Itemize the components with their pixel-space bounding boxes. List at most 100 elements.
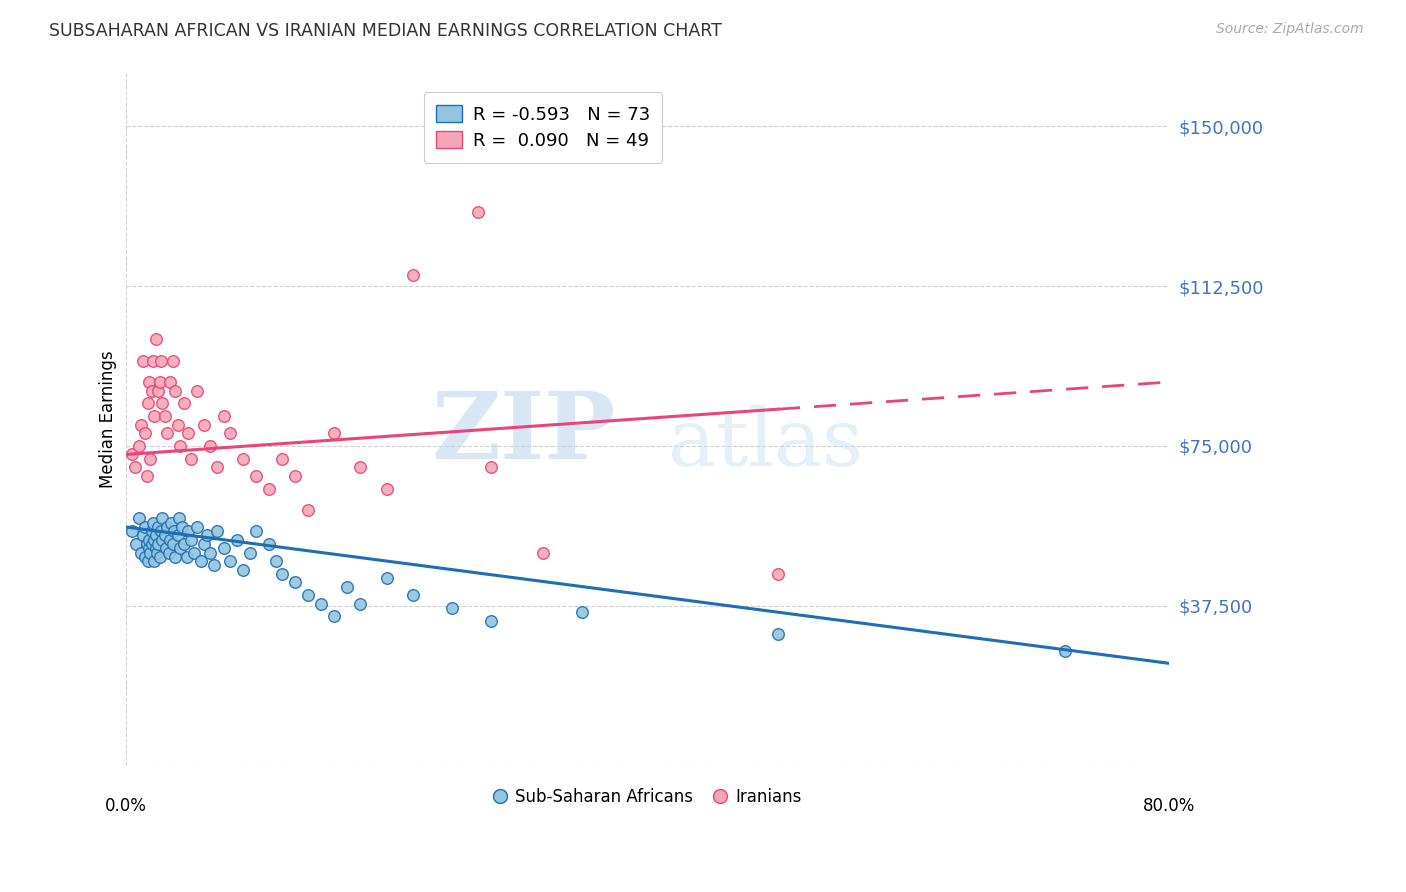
Point [167,511,190,525]
Point [150,511,173,525]
Text: Source: ZipAtlas.com: Source: ZipAtlas.com [1216,22,1364,37]
Point [193,537,215,551]
Point [1053,643,1076,657]
Point [202,558,225,573]
Point [165,384,187,398]
Point [139,545,162,559]
Point [139,451,162,466]
Point [225,533,247,547]
Point [153,409,176,424]
Point [531,545,554,559]
Text: 80.0%: 80.0% [1143,797,1195,814]
Point [219,426,242,441]
Point [145,541,167,556]
Point [143,554,166,568]
Point [125,537,148,551]
Point [245,524,267,539]
Point [440,601,463,615]
Point [165,549,187,564]
Point [169,439,191,453]
Point [271,566,294,581]
Point [135,468,157,483]
Point [163,524,186,539]
Point [766,626,789,640]
Point [148,384,170,398]
Point [170,520,193,534]
Point [150,533,173,547]
Point [467,204,489,219]
Point [155,541,177,556]
Point [135,537,157,551]
Point [138,533,160,547]
Point [766,566,789,581]
Point [143,409,166,424]
Point [142,516,165,530]
Point [136,396,159,410]
Point [134,549,156,564]
Point [131,545,153,559]
Point [232,563,254,577]
Point [138,541,160,556]
Point [167,417,190,432]
Point [177,524,200,539]
Point [131,417,153,432]
Point [169,541,191,556]
Point [121,524,143,539]
Point [136,554,159,568]
Point [128,511,150,525]
Point [200,545,222,559]
Point [148,537,170,551]
Point [323,426,346,441]
Point [193,417,215,432]
Point [186,520,208,534]
Point [160,516,183,530]
Point [479,614,502,628]
Point [149,375,172,389]
Point [121,448,143,462]
Point [349,460,371,475]
Point [571,605,593,619]
Point [162,537,184,551]
Point [148,520,170,534]
Point [149,549,172,564]
Point [131,528,153,542]
Point [402,588,425,602]
Point [183,545,205,559]
Point [124,460,146,475]
Text: SUBSAHARAN AFRICAN VS IRANIAN MEDIAN EARNINGS CORRELATION CHART: SUBSAHARAN AFRICAN VS IRANIAN MEDIAN EAR… [49,22,723,40]
Point [141,524,163,539]
Text: 0.0%: 0.0% [105,797,146,814]
Point [245,468,267,483]
Point [145,528,167,542]
Point [257,537,280,551]
Point [297,588,319,602]
Point [200,439,222,453]
Point [479,460,502,475]
Point [141,537,163,551]
Point [311,597,333,611]
Point [284,575,307,590]
Point [336,580,359,594]
Point [141,384,163,398]
Point [156,426,179,441]
Y-axis label: Median Earnings: Median Earnings [100,351,117,488]
Point [284,468,307,483]
Point [180,451,202,466]
Point [271,451,294,466]
Point [349,597,371,611]
Point [186,384,208,398]
Point [176,549,198,564]
Point [257,482,280,496]
Point [323,609,346,624]
Point [134,426,156,441]
Point [375,482,398,496]
Text: ZIP: ZIP [432,388,616,478]
Point [232,451,254,466]
Point [138,375,160,389]
Point [190,554,212,568]
Point [180,533,202,547]
Point [173,396,195,410]
Point [219,554,242,568]
Point [205,460,228,475]
Text: atlas: atlas [668,405,863,483]
